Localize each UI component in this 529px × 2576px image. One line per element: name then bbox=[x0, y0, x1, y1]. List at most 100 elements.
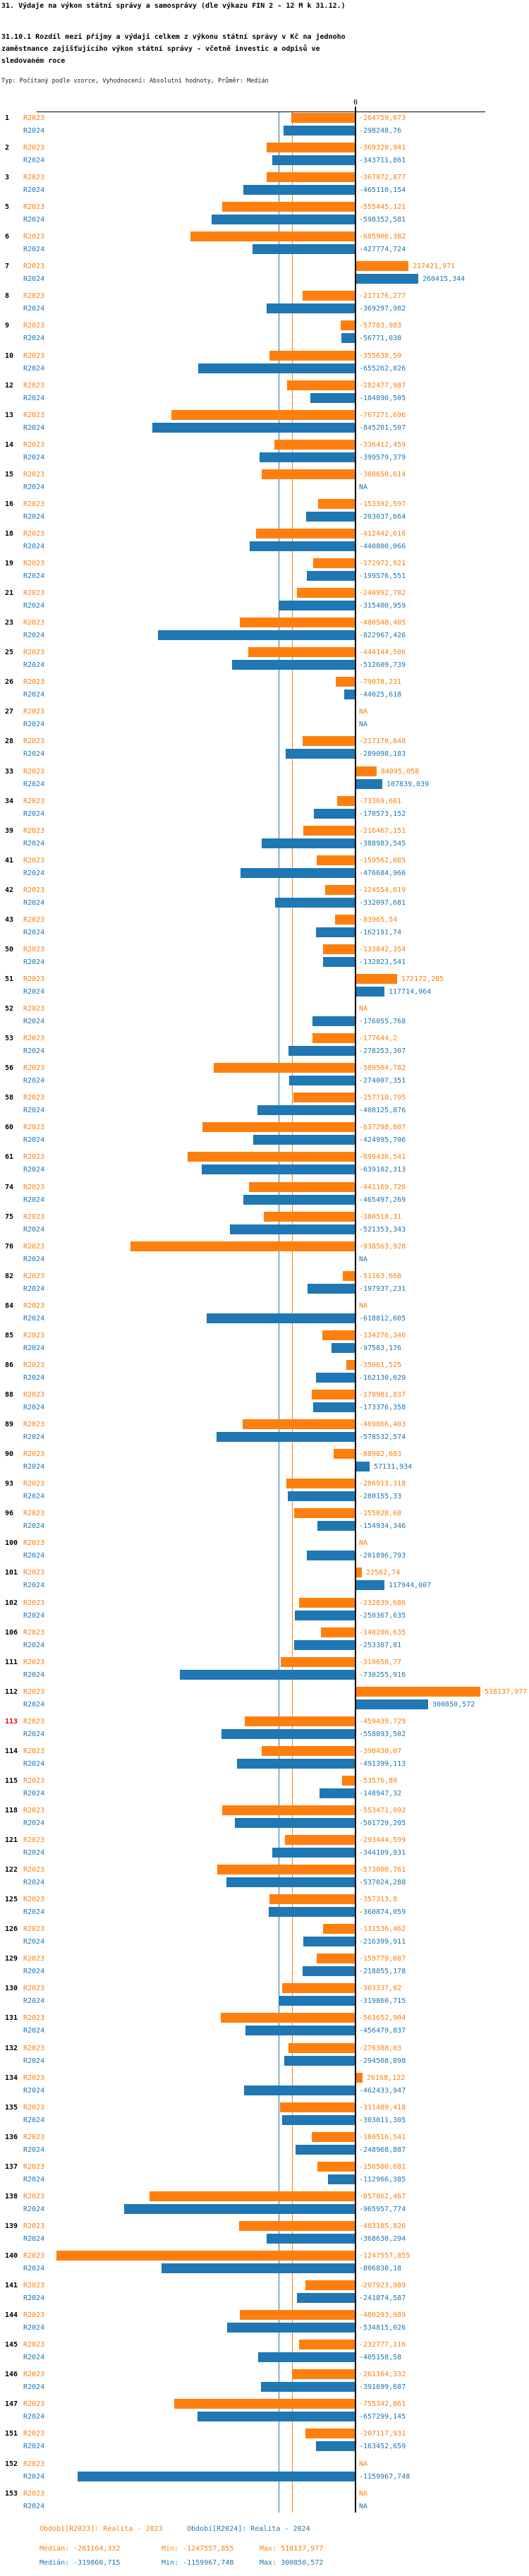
value-label-r2023: -367872,877 bbox=[359, 174, 406, 181]
bar-r2023 bbox=[312, 1390, 355, 1400]
chart-row: 25 R2023 -444144,506 R2024 -512609,739 bbox=[0, 647, 529, 673]
bar-r2024 bbox=[344, 690, 355, 699]
row-number: 33 bbox=[5, 768, 14, 776]
chart-meta-line: Typ: Počítaný podle vzorce, Vyhodnocení:… bbox=[1, 78, 269, 85]
value-label-r2024: -201896,793 bbox=[359, 1552, 406, 1560]
value-label-r2024: -315400,959 bbox=[359, 602, 406, 610]
bar-r2023 bbox=[312, 2132, 355, 2142]
chart-row: 10 R2023 -355638,59 R2024 -655262,026 bbox=[0, 351, 529, 376]
series-label-r2024: R2024 bbox=[23, 781, 45, 788]
value-label-r2023: 518137,977 bbox=[485, 1688, 528, 1696]
value-label-r2024: -598352,581 bbox=[359, 216, 406, 224]
value-label-r2023: -124554,619 bbox=[359, 886, 406, 894]
chart-row: 122 R2023 -573800,761 R2024 -537024,288 bbox=[0, 1865, 529, 1890]
value-label-r2023: -177644,2 bbox=[359, 1035, 398, 1042]
series-label-r2023: R2023 bbox=[23, 916, 45, 924]
bar-r2023 bbox=[336, 677, 355, 687]
chart-row: 118 R2023 -553471,092 R2024 -501729,205 bbox=[0, 1805, 529, 1831]
value-label-r2024: -388983,545 bbox=[359, 840, 406, 848]
footer-max-r2023: Max: 518137,977 bbox=[260, 2545, 324, 2553]
bar-r2024 bbox=[288, 1046, 355, 1056]
row-number: 137 bbox=[5, 2163, 18, 2171]
series-label-r2024: R2024 bbox=[23, 1404, 45, 1412]
series-label-r2023: R2023 bbox=[23, 1094, 45, 1102]
row-number: 60 bbox=[5, 1124, 14, 1131]
bar-r2024 bbox=[356, 1580, 384, 1590]
row-number: 129 bbox=[5, 1955, 18, 1963]
series-label-r2023: R2023 bbox=[23, 263, 45, 270]
bar-r2023 bbox=[312, 1033, 355, 1043]
series-label-r2023: R2023 bbox=[23, 2460, 45, 2468]
value-label-r2023: -857862,467 bbox=[359, 2193, 406, 2201]
series-label-r2023: R2023 bbox=[23, 2311, 45, 2319]
row-number: 101 bbox=[5, 1569, 18, 1577]
series-label-r2024: R2024 bbox=[23, 2443, 45, 2450]
value-label-r2024: -303011,305 bbox=[359, 2117, 406, 2124]
series-label-r2023: R2023 bbox=[23, 2341, 45, 2349]
value-label-r2023: -88982,683 bbox=[359, 1450, 402, 1458]
bar-r2024 bbox=[316, 2441, 355, 2451]
series-label-r2023: R2023 bbox=[23, 2045, 45, 2052]
value-label-r2024: -1159967,748 bbox=[359, 2473, 411, 2481]
bar-r2023 bbox=[130, 1241, 355, 1251]
series-label-r2024: R2024 bbox=[23, 1849, 45, 1857]
bar-r2024 bbox=[202, 1164, 355, 1174]
bar-r2023 bbox=[281, 1657, 355, 1667]
value-label-r2024: -162130,629 bbox=[359, 1374, 406, 1382]
bar-r2023 bbox=[56, 2251, 355, 2261]
value-label-r2024: -274007,351 bbox=[359, 1077, 406, 1085]
value-label-r2024: -112966,385 bbox=[359, 2176, 406, 2184]
row-number: 52 bbox=[5, 1005, 14, 1013]
value-label-r2024: -465497,269 bbox=[359, 1196, 406, 1204]
series-label-r2023: R2023 bbox=[23, 114, 45, 122]
bar-r2024 bbox=[267, 303, 355, 313]
series-label-r2024: R2024 bbox=[23, 2265, 45, 2273]
bar-r2023 bbox=[325, 885, 355, 895]
row-number: 61 bbox=[5, 1153, 14, 1161]
chart-row: 15 R2023 -388650,614 R2024 NA bbox=[0, 469, 529, 495]
row-number: 19 bbox=[5, 560, 14, 567]
bar-r2024 bbox=[257, 1105, 355, 1115]
series-label-r2023: R2023 bbox=[23, 2371, 45, 2378]
value-label-r2023: -589504,782 bbox=[359, 1064, 406, 1072]
chart-row: 13 R2023 -767271,696 R2024 -845201,507 bbox=[0, 410, 529, 435]
row-number: 7 bbox=[5, 263, 10, 270]
value-label-r2023: 172172,285 bbox=[401, 975, 444, 983]
row-number: 112 bbox=[5, 1688, 18, 1696]
chart-row: 115 R2023 -53576,89 R2024 -148947,32 bbox=[0, 1776, 529, 1801]
row-number: 132 bbox=[5, 2045, 18, 2052]
chart-row: 26 R2023 -79078,231 R2024 -44025,618 bbox=[0, 677, 529, 702]
row-number: 122 bbox=[5, 1866, 18, 1874]
bar-r2023 bbox=[267, 172, 355, 182]
series-label-r2023: R2023 bbox=[23, 530, 45, 538]
chart-row: 85 R2023 -134276,346 R2024 -97583,176 bbox=[0, 1330, 529, 1356]
value-label-r2024: -162191,74 bbox=[359, 929, 402, 937]
value-label-r2024: -845201,507 bbox=[359, 424, 406, 432]
bar-r2024 bbox=[313, 1402, 355, 1412]
bar-r2023 bbox=[214, 1063, 355, 1073]
row-number: 1 bbox=[5, 114, 10, 122]
series-label-r2023: R2023 bbox=[23, 174, 45, 181]
series-label-r2023: R2023 bbox=[23, 322, 45, 330]
chart-row: 28 R2023 -217170,648 R2024 -289098,183 bbox=[0, 736, 529, 762]
value-label-r2023: -180516,541 bbox=[359, 2133, 406, 2141]
chart-row: 60 R2023 -637298,807 R2024 -424995,706 bbox=[0, 1122, 529, 1148]
value-label-r2023: -303337,92 bbox=[359, 1985, 402, 1992]
value-label-r2024: -298248,76 bbox=[359, 127, 402, 135]
bar-r2023 bbox=[343, 1271, 355, 1281]
series-label-r2024: R2024 bbox=[23, 2057, 45, 2065]
bar-r2023 bbox=[305, 2280, 355, 2290]
row-number: 75 bbox=[5, 1213, 14, 1221]
value-label-r2023: -53576,89 bbox=[359, 1777, 398, 1785]
series-label-r2024: R2024 bbox=[23, 721, 45, 728]
series-label-r2023: R2023 bbox=[23, 1184, 45, 1191]
value-label-r2023: -159779,087 bbox=[359, 1955, 406, 1963]
chart-row: 129 R2023 -159779,087 R2024 -218855,178 bbox=[0, 1954, 529, 1979]
value-label-r2024: NA bbox=[359, 721, 368, 728]
value-label-r2024: -558893,502 bbox=[359, 1731, 406, 1738]
series-label-r2023: R2023 bbox=[23, 589, 45, 597]
value-label-r2023: -483185,826 bbox=[359, 2222, 406, 2230]
row-number: 139 bbox=[5, 2222, 18, 2230]
value-label-r2023: 22562,74 bbox=[366, 1569, 401, 1577]
bar-r2024 bbox=[279, 601, 355, 610]
